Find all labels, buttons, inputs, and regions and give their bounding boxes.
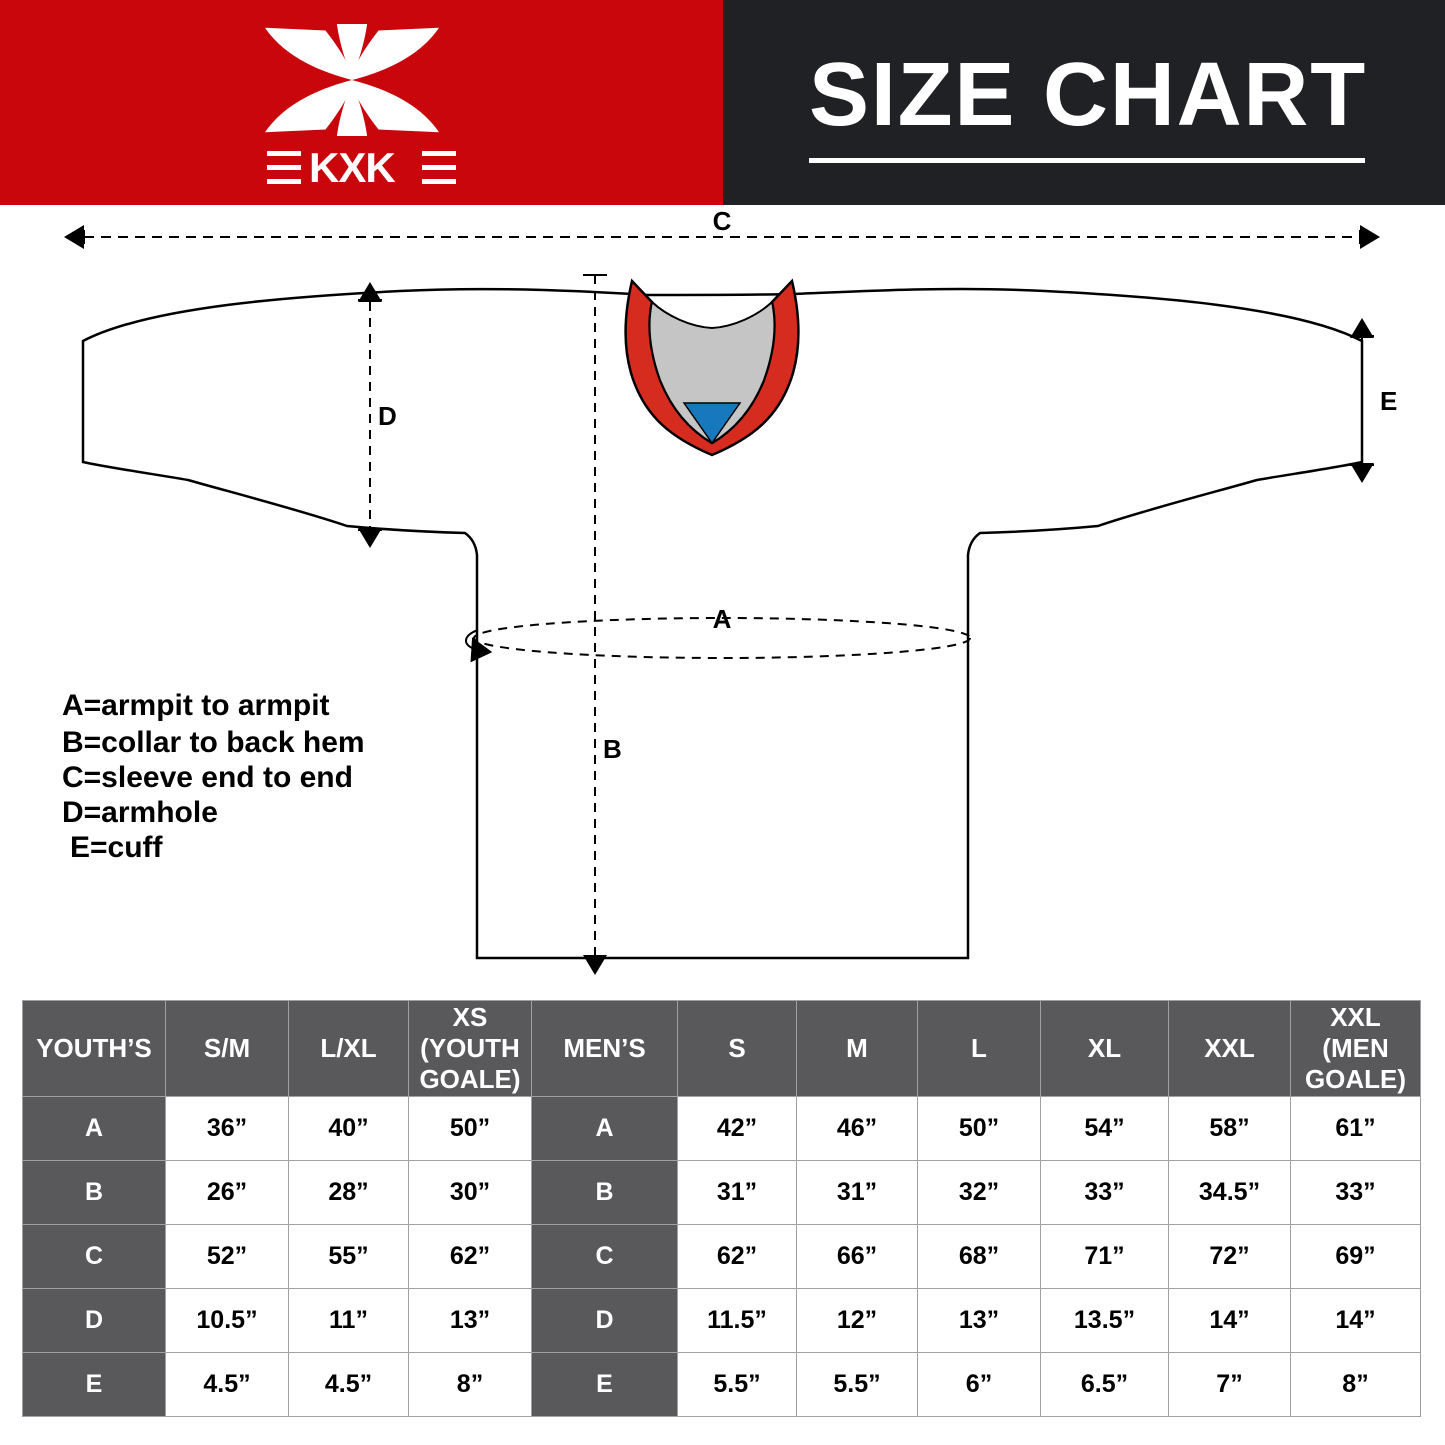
svg-text:B=collar to back hem: B=collar to back hem [62,726,365,759]
svg-text:A: A [713,604,732,634]
svg-text:KXK: KXK [309,144,395,191]
svg-text:C: C [713,210,732,236]
svg-text:E: E [1380,386,1397,416]
svg-text:C=sleeve end to end: C=sleeve end to end [62,761,353,794]
svg-text:B: B [603,734,622,764]
svg-text:D: D [378,401,397,431]
svg-text:E=cuff: E=cuff [70,831,164,864]
svg-text:A=armpit to armpit: A=armpit to armpit [62,689,330,722]
svg-text:D=armhole: D=armhole [62,796,218,829]
